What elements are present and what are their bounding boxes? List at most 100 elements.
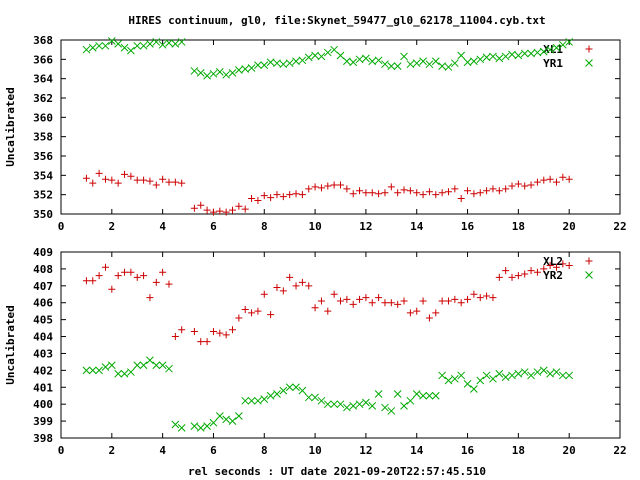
data-point bbox=[527, 267, 535, 275]
legend-marker bbox=[585, 59, 593, 67]
x-tick-label: 2 bbox=[109, 220, 116, 233]
data-point bbox=[216, 329, 224, 337]
data-point bbox=[349, 402, 358, 410]
data-point bbox=[419, 297, 427, 305]
data-point bbox=[159, 175, 167, 183]
data-point bbox=[196, 69, 205, 77]
data-point bbox=[559, 173, 567, 181]
plot-frame bbox=[60, 251, 621, 439]
data-point bbox=[489, 185, 497, 193]
data-point bbox=[349, 300, 357, 308]
legend-marker bbox=[585, 257, 593, 265]
data-point bbox=[235, 314, 243, 322]
x-tick-label: 16 bbox=[461, 444, 475, 457]
data-point bbox=[457, 51, 466, 60]
data-point bbox=[121, 268, 129, 276]
data-point bbox=[133, 176, 141, 184]
data-point bbox=[120, 43, 129, 52]
data-point bbox=[95, 272, 103, 280]
data-point bbox=[558, 40, 567, 49]
data-point bbox=[292, 383, 300, 392]
data-point bbox=[108, 285, 116, 293]
data-point bbox=[298, 386, 307, 395]
data-point bbox=[565, 38, 574, 46]
data-point bbox=[298, 278, 306, 286]
series-xl2 bbox=[82, 260, 573, 346]
data-point bbox=[336, 400, 345, 409]
data-point bbox=[533, 48, 542, 57]
data-point bbox=[444, 63, 453, 71]
data-point bbox=[476, 376, 485, 385]
data-point bbox=[489, 294, 497, 302]
data-point bbox=[457, 299, 465, 307]
y-tick-label: 402 bbox=[33, 364, 53, 377]
data-point bbox=[451, 295, 459, 303]
data-point bbox=[565, 371, 574, 380]
data-point bbox=[413, 189, 421, 197]
data-point bbox=[470, 190, 478, 198]
data-point bbox=[323, 400, 332, 409]
data-point bbox=[107, 37, 116, 45]
data-point bbox=[330, 181, 338, 189]
data-point bbox=[305, 282, 313, 290]
data-point bbox=[337, 297, 344, 305]
data-point bbox=[165, 178, 173, 186]
data-point bbox=[254, 307, 262, 315]
data-point bbox=[209, 69, 218, 78]
legend-marker bbox=[585, 271, 593, 279]
data-point bbox=[196, 424, 205, 432]
data-point bbox=[438, 297, 446, 305]
data-point bbox=[121, 170, 129, 178]
data-point bbox=[508, 371, 516, 380]
data-point bbox=[311, 304, 319, 312]
data-point bbox=[247, 396, 256, 405]
data-point bbox=[140, 176, 148, 184]
data-point bbox=[311, 393, 319, 402]
data-point bbox=[152, 361, 161, 370]
data-point bbox=[273, 59, 281, 68]
data-point bbox=[381, 60, 389, 69]
data-point bbox=[444, 376, 453, 385]
data-point bbox=[311, 183, 319, 191]
data-point bbox=[546, 45, 554, 54]
data-point bbox=[330, 400, 339, 409]
y-tick-label: 364 bbox=[33, 73, 53, 86]
data-point bbox=[381, 299, 389, 307]
data-point bbox=[101, 363, 110, 371]
data-point bbox=[476, 189, 484, 197]
data-point bbox=[387, 299, 395, 307]
x-tick-label: 12 bbox=[359, 444, 372, 457]
data-point bbox=[451, 185, 459, 193]
data-point bbox=[406, 187, 414, 195]
data-point bbox=[292, 190, 300, 198]
data-point bbox=[343, 295, 351, 303]
data-point bbox=[216, 207, 224, 215]
data-point bbox=[368, 57, 377, 66]
data-point bbox=[520, 49, 529, 58]
x-tick-label: 18 bbox=[512, 444, 525, 457]
data-point bbox=[108, 176, 116, 184]
y-tick-label: 401 bbox=[33, 381, 53, 394]
y-tick-label: 356 bbox=[33, 150, 53, 163]
data-point bbox=[248, 309, 256, 317]
data-point bbox=[514, 51, 523, 60]
data-point bbox=[133, 41, 142, 50]
data-point bbox=[222, 331, 230, 339]
data-point bbox=[165, 280, 173, 288]
data-point bbox=[286, 273, 294, 281]
data-point bbox=[552, 43, 561, 52]
data-point bbox=[190, 422, 199, 431]
data-point bbox=[127, 172, 135, 180]
data-point bbox=[177, 424, 186, 432]
data-point bbox=[139, 41, 148, 50]
data-point bbox=[165, 364, 173, 373]
x-tick-label: 18 bbox=[512, 220, 525, 233]
data-point bbox=[374, 390, 383, 398]
data-point bbox=[324, 307, 332, 315]
data-point bbox=[342, 57, 351, 66]
data-point bbox=[127, 46, 135, 55]
x-tick-label: 16 bbox=[461, 220, 475, 233]
data-point bbox=[559, 260, 567, 268]
data-point bbox=[521, 270, 529, 278]
